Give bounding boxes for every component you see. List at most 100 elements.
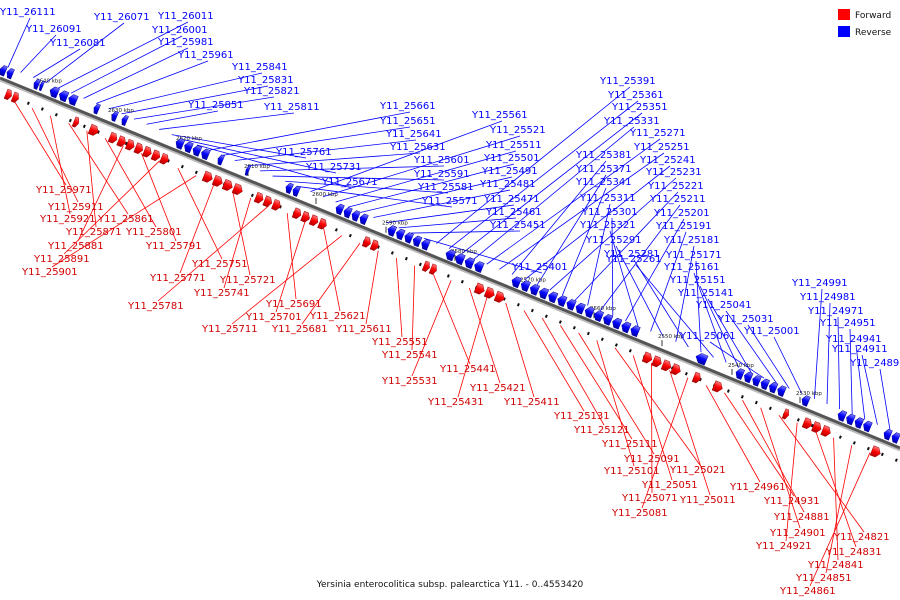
reverse-gene-label[interactable]: Y11_25151 (669, 275, 726, 286)
reverse-gene-label[interactable]: Y11_25321 (579, 220, 636, 231)
reverse-gene-label[interactable]: Y11_25041 (695, 300, 752, 311)
reverse-gene-label[interactable]: Y11_25331 (603, 116, 660, 127)
reverse-gene-label[interactable]: Y11_25141 (677, 288, 734, 299)
forward-gene-label[interactable]: Y11_24841 (807, 560, 864, 571)
reverse-gene-label[interactable]: Y11_25181 (663, 235, 720, 246)
reverse-gene-arrow[interactable] (454, 252, 466, 266)
reverse-gene-arrow[interactable] (57, 89, 70, 103)
reverse-gene-arrow[interactable] (519, 279, 531, 292)
forward-gene-label[interactable]: Y11_25691 (265, 299, 322, 310)
forward-gene-label[interactable]: Y11_25611 (335, 324, 392, 335)
reverse-gene-label[interactable]: Y11_25671 (321, 177, 378, 188)
forward-gene-label[interactable]: Y11_25551 (371, 337, 428, 348)
reverse-gene-label[interactable]: Y11_25061 (679, 331, 736, 342)
forward-gene-arrow[interactable] (124, 138, 136, 151)
forward-gene-arrow[interactable] (262, 195, 274, 208)
reverse-gene-label[interactable]: Y11_25191 (655, 221, 712, 232)
forward-gene-label[interactable]: Y11_25881 (47, 241, 104, 252)
reverse-gene-label[interactable]: Y11_26111 (0, 7, 56, 18)
reverse-gene-label[interactable]: Y11_25661 (379, 101, 436, 112)
forward-gene-arrow[interactable] (271, 198, 282, 211)
forward-gene-arrow[interactable] (87, 123, 100, 137)
reverse-gene-label[interactable]: Y11_25291 (585, 235, 642, 246)
reverse-gene-label[interactable]: Y11_25251 (633, 142, 690, 153)
reverse-gene-label[interactable]: Y11_25351 (611, 102, 668, 113)
forward-gene-label[interactable]: Y11_24861 (779, 586, 836, 597)
reverse-gene-label[interactable]: Y11_26001 (151, 25, 208, 36)
reverse-gene-label[interactable]: Y11_25311 (579, 193, 636, 204)
reverse-gene-arrow[interactable] (473, 260, 485, 274)
reverse-gene-arrow[interactable] (67, 93, 79, 107)
reverse-gene-arrow[interactable] (629, 324, 641, 338)
reverse-gene-arrow[interactable] (350, 210, 361, 222)
reverse-gene-label[interactable]: Y11_25561 (471, 110, 528, 121)
reverse-gene-label[interactable]: Y11_26071 (93, 12, 150, 23)
forward-gene-label[interactable]: Y11_25901 (21, 267, 78, 278)
forward-gene-arrow[interactable] (691, 371, 702, 384)
reverse-gene-arrow[interactable] (120, 115, 129, 127)
reverse-gene-label[interactable]: Y11_25731 (305, 162, 362, 173)
forward-gene-label[interactable]: Y11_25411 (503, 397, 560, 408)
reverse-gene-label[interactable]: Y11_25391 (599, 76, 656, 87)
reverse-gene-label[interactable]: Y11_25591 (413, 169, 470, 180)
forward-gene-label[interactable]: Y11_25051 (641, 480, 698, 491)
forward-gene-label[interactable]: Y11_24901 (769, 528, 826, 539)
forward-gene-label[interactable]: Y11_25721 (219, 275, 276, 286)
forward-gene-arrow[interactable] (483, 286, 496, 300)
reverse-gene-label[interactable]: Y11_25201 (653, 208, 710, 219)
reverse-gene-arrow[interactable] (92, 103, 101, 115)
forward-gene-label[interactable]: Y11_25111 (601, 439, 658, 450)
reverse-gene-label[interactable]: Y11_25241 (639, 155, 696, 166)
forward-gene-label[interactable]: Y11_25021 (669, 465, 726, 476)
reverse-gene-arrow[interactable] (776, 385, 787, 397)
reverse-gene-label[interactable]: Y11_25511 (485, 140, 542, 151)
forward-gene-label[interactable]: Y11_24881 (773, 512, 830, 523)
reverse-gene-label[interactable]: Y11_24891 (849, 358, 900, 369)
forward-gene-arrow[interactable] (473, 282, 486, 296)
forward-gene-arrow[interactable] (781, 408, 790, 420)
reverse-gene-label[interactable]: Y11_25471 (483, 194, 540, 205)
reverse-gene-arrow[interactable] (386, 224, 398, 237)
reverse-gene-label[interactable]: Y11_25361 (607, 90, 664, 101)
reverse-gene-label[interactable]: Y11_25231 (645, 167, 702, 178)
reverse-gene-arrow[interactable] (394, 228, 406, 241)
forward-gene-arrow[interactable] (493, 290, 506, 304)
reverse-gene-label[interactable]: Y11_25651 (379, 116, 436, 127)
reverse-gene-arrow[interactable] (800, 395, 811, 407)
reverse-gene-label[interactable]: Y11_25281 (603, 249, 660, 260)
forward-gene-arrow[interactable] (801, 417, 814, 430)
forward-gene-label[interactable]: Y11_25921 (39, 214, 96, 225)
forward-gene-label[interactable]: Y11_25701 (245, 312, 302, 323)
forward-gene-arrow[interactable] (10, 91, 20, 104)
forward-gene-arrow[interactable] (150, 149, 162, 162)
reverse-gene-arrow[interactable] (110, 110, 119, 122)
reverse-gene-arrow[interactable] (602, 313, 614, 326)
reverse-gene-label[interactable]: Y11_25821 (243, 86, 300, 97)
forward-gene-arrow[interactable] (159, 152, 171, 165)
forward-gene-label[interactable]: Y11_25741 (193, 288, 250, 299)
reverse-gene-label[interactable]: Y11_25581 (417, 182, 474, 193)
forward-gene-label[interactable]: Y11_24921 (755, 541, 812, 552)
forward-gene-arrow[interactable] (231, 183, 244, 196)
forward-gene-label[interactable]: Y11_25431 (427, 397, 484, 408)
reverse-gene-arrow[interactable] (611, 317, 623, 330)
reverse-gene-label[interactable]: Y11_25641 (385, 129, 442, 140)
forward-gene-label[interactable]: Y11_25011 (679, 495, 736, 506)
reverse-gene-arrow[interactable] (191, 144, 203, 157)
reverse-gene-label[interactable]: Y11_24911 (831, 344, 888, 355)
reverse-gene-label[interactable]: Y11_26011 (157, 11, 214, 22)
forward-gene-arrow[interactable] (211, 174, 224, 188)
reverse-gene-label[interactable]: Y11_25031 (717, 314, 774, 325)
forward-gene-label[interactable]: Y11_25071 (621, 493, 678, 504)
reverse-gene-label[interactable]: Y11_24951 (819, 318, 876, 329)
forward-gene-arrow[interactable] (428, 263, 438, 276)
reverse-gene-arrow[interactable] (583, 306, 595, 319)
reverse-gene-arrow[interactable] (547, 291, 559, 304)
reverse-gene-label[interactable]: Y11_25961 (177, 50, 234, 61)
reverse-gene-label[interactable]: Y11_26091 (25, 24, 82, 35)
reverse-gene-label[interactable]: Y11_25211 (649, 194, 706, 205)
reverse-gene-label[interactable]: Y11_25401 (511, 262, 568, 273)
forward-gene-label[interactable]: Y11_25441 (439, 364, 496, 375)
forward-gene-arrow[interactable] (71, 116, 80, 128)
reverse-gene-arrow[interactable] (463, 256, 476, 270)
